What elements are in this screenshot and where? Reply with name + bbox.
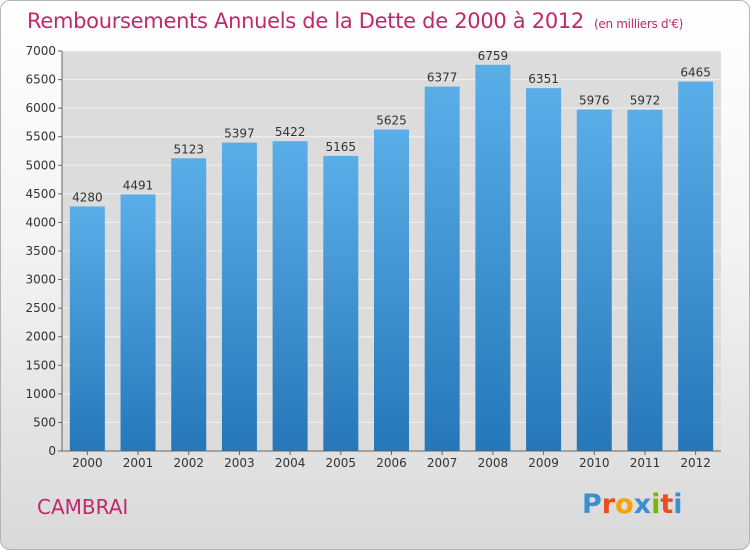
y-tick-label: 2500 [25, 301, 56, 315]
x-tick-label: 2002 [173, 456, 204, 470]
bar-value-label: 5625 [376, 114, 407, 128]
bar-2009 [526, 88, 562, 451]
bar-2010 [576, 109, 612, 451]
y-tick-label: 1000 [25, 387, 56, 401]
x-tick-label: 2012 [680, 456, 711, 470]
y-tick-label: 1500 [25, 358, 56, 372]
bars: 4280 4491 5123 5397 5422 5165 5625 6377 6759 6351… [69, 49, 714, 452]
x-tick-label: 2001 [123, 456, 154, 470]
logo-letter: i [673, 489, 683, 520]
axes: 0 500 1000 1500 2000 2500 3000 3500 4000 4500 5000… [25, 44, 721, 470]
bar-2011 [627, 109, 663, 451]
bar-2000 [69, 206, 105, 451]
y-tick-label: 2000 [25, 330, 56, 344]
bar-value-label: 4491 [123, 178, 154, 192]
x-tick-label: 2004 [275, 456, 306, 470]
bar-value-label: 5422 [275, 125, 306, 139]
x-tick-label: 2005 [326, 456, 357, 470]
bar-2004 [272, 141, 308, 451]
bar-2001 [120, 194, 156, 451]
bar-2006 [374, 129, 409, 452]
y-tick-label: 7000 [25, 44, 56, 58]
bar-value-label: 4280 [72, 190, 103, 204]
bar-value-label: 6759 [478, 49, 509, 63]
proxiti-logo[interactable]: Proxiti [582, 489, 683, 520]
logo-letter: i [651, 489, 661, 520]
y-tick-label: 4000 [25, 215, 56, 229]
y-tick-label: 4500 [25, 187, 56, 201]
chart-title: Remboursements Annuels de la Dette de 20… [27, 9, 683, 33]
x-tick-label: 2007 [427, 456, 458, 470]
bar-value-label: 6351 [528, 72, 559, 86]
title-unit: (en milliers d'€) [594, 17, 684, 31]
bar-value-label: 5972 [630, 94, 661, 108]
x-tick-label: 2010 [579, 456, 610, 470]
y-tick-label: 5000 [25, 158, 56, 172]
y-tick-label: 5500 [25, 130, 56, 144]
bar-2002 [171, 158, 207, 451]
bar-2003 [221, 142, 257, 451]
bar-value-label: 5165 [326, 140, 357, 154]
bar-2012 [678, 81, 714, 452]
logo-letter: P [582, 489, 602, 520]
logo-letter: r [601, 489, 616, 520]
x-tick-label: 2011 [630, 456, 661, 470]
bar-2008 [475, 64, 511, 451]
y-tick-label: 500 [33, 415, 56, 429]
y-tick-label: 6000 [25, 101, 56, 115]
city-name: CAMBRAI [37, 495, 129, 519]
x-tick-label: 2008 [478, 456, 509, 470]
x-tick-label: 2000 [72, 456, 103, 470]
x-tick-label: 2003 [224, 456, 255, 470]
bar-value-label: 5397 [224, 127, 255, 141]
logo-letter: t [660, 489, 674, 520]
bar-2007 [424, 86, 460, 451]
logo-letter: x [633, 489, 652, 520]
y-tick-label: 6500 [25, 73, 56, 87]
x-tick-label: 2009 [528, 456, 559, 470]
x-tick-label: 2006 [376, 456, 407, 470]
bar-value-label: 6465 [680, 66, 711, 80]
title-text: Remboursements Annuels de la Dette de 20… [27, 9, 584, 33]
bar-value-label: 6377 [427, 71, 458, 85]
y-tick-label: 3500 [25, 244, 56, 258]
logo-letter: o [615, 489, 634, 520]
bar-value-label: 5123 [173, 142, 204, 156]
y-tick-label: 0 [48, 444, 56, 458]
bar-2005 [323, 155, 359, 451]
bar-value-label: 5976 [579, 94, 610, 108]
y-tick-label: 3000 [25, 273, 56, 287]
